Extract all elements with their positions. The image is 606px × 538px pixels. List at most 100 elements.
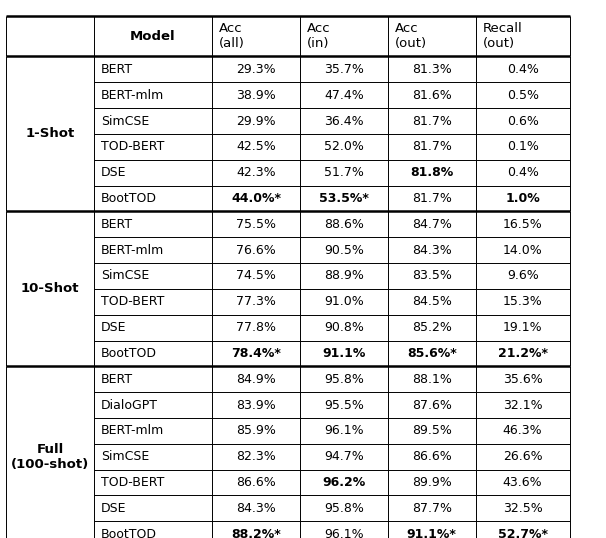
Text: Acc
(all): Acc (all) (219, 22, 245, 51)
Text: 89.5%: 89.5% (412, 424, 451, 437)
Text: 96.2%: 96.2% (322, 476, 365, 489)
Text: 16.5%: 16.5% (503, 218, 542, 231)
Text: 96.1%: 96.1% (324, 528, 364, 538)
Text: Model: Model (130, 30, 176, 43)
Text: Acc
(in): Acc (in) (307, 22, 331, 51)
Text: SimCSE: SimCSE (101, 270, 150, 282)
Text: 83.9%: 83.9% (236, 399, 276, 412)
Text: 81.7%: 81.7% (412, 192, 451, 205)
Text: TOD-BERT: TOD-BERT (101, 476, 165, 489)
Text: 88.1%: 88.1% (412, 373, 451, 386)
Text: 52.7%*: 52.7%* (498, 528, 548, 538)
Text: 15.3%: 15.3% (503, 295, 542, 308)
Text: 84.9%: 84.9% (236, 373, 276, 386)
Text: 26.6%: 26.6% (503, 450, 542, 463)
Text: 47.4%: 47.4% (324, 89, 364, 102)
Text: 85.9%: 85.9% (236, 424, 276, 437)
Text: 84.7%: 84.7% (412, 218, 451, 231)
Text: 77.3%: 77.3% (236, 295, 276, 308)
Text: 21.2%*: 21.2%* (498, 347, 548, 360)
Text: 0.6%: 0.6% (507, 115, 539, 128)
Text: 10-Shot: 10-Shot (21, 282, 79, 295)
Text: 96.1%: 96.1% (324, 424, 364, 437)
Text: 81.8%: 81.8% (410, 166, 453, 179)
Text: BERT-mlm: BERT-mlm (101, 89, 164, 102)
Text: DSE: DSE (101, 321, 127, 334)
Text: 90.5%: 90.5% (324, 244, 364, 257)
Text: 46.3%: 46.3% (503, 424, 542, 437)
Text: 51.7%: 51.7% (324, 166, 364, 179)
Text: 82.3%: 82.3% (236, 450, 276, 463)
Text: SimCSE: SimCSE (101, 115, 150, 128)
Text: BERT-mlm: BERT-mlm (101, 244, 164, 257)
Text: 88.6%: 88.6% (324, 218, 364, 231)
Text: 91.0%: 91.0% (324, 295, 364, 308)
Text: 1-Shot: 1-Shot (25, 128, 75, 140)
Text: 91.1%*: 91.1%* (407, 528, 457, 538)
Text: DSE: DSE (101, 502, 127, 515)
Text: 86.6%: 86.6% (412, 450, 451, 463)
Text: 1.0%: 1.0% (505, 192, 540, 205)
Text: 81.3%: 81.3% (412, 63, 451, 76)
Text: 76.6%: 76.6% (236, 244, 276, 257)
Text: TOD-BERT: TOD-BERT (101, 295, 165, 308)
Text: 35.7%: 35.7% (324, 63, 364, 76)
Text: 86.6%: 86.6% (236, 476, 276, 489)
Text: 29.9%: 29.9% (236, 115, 276, 128)
Text: 42.5%: 42.5% (236, 140, 276, 153)
Text: 32.5%: 32.5% (503, 502, 542, 515)
Text: DialoGPT: DialoGPT (101, 399, 158, 412)
Text: 87.7%: 87.7% (411, 502, 452, 515)
Text: 95.5%: 95.5% (324, 399, 364, 412)
Text: 38.9%: 38.9% (236, 89, 276, 102)
Text: BootTOD: BootTOD (101, 192, 157, 205)
Text: BootTOD: BootTOD (101, 528, 157, 538)
Text: 14.0%: 14.0% (503, 244, 542, 257)
Text: 0.1%: 0.1% (507, 140, 539, 153)
Text: BootTOD: BootTOD (101, 347, 157, 360)
Text: 43.6%: 43.6% (503, 476, 542, 489)
Text: Recall
(out): Recall (out) (483, 22, 523, 51)
Text: 52.0%: 52.0% (324, 140, 364, 153)
Text: BERT: BERT (101, 218, 133, 231)
Text: 95.8%: 95.8% (324, 373, 364, 386)
Text: Acc
(out): Acc (out) (395, 22, 427, 51)
Text: 84.5%: 84.5% (412, 295, 451, 308)
Text: 29.3%: 29.3% (236, 63, 276, 76)
Text: 85.6%*: 85.6%* (407, 347, 457, 360)
Text: 88.2%*: 88.2%* (231, 528, 281, 538)
Text: DSE: DSE (101, 166, 127, 179)
Text: 94.7%: 94.7% (324, 450, 364, 463)
Text: 0.4%: 0.4% (507, 63, 539, 76)
Text: 32.1%: 32.1% (503, 399, 542, 412)
Text: 90.8%: 90.8% (324, 321, 364, 334)
Text: 36.4%: 36.4% (324, 115, 364, 128)
Text: 88.9%: 88.9% (324, 270, 364, 282)
Text: 81.7%: 81.7% (412, 115, 451, 128)
Text: BERT-mlm: BERT-mlm (101, 424, 164, 437)
Text: 74.5%: 74.5% (236, 270, 276, 282)
Text: 84.3%: 84.3% (236, 502, 276, 515)
Text: 81.6%: 81.6% (412, 89, 451, 102)
Text: 53.5%*: 53.5%* (319, 192, 369, 205)
Text: 44.0%*: 44.0%* (231, 192, 281, 205)
Text: 0.4%: 0.4% (507, 166, 539, 179)
Text: 75.5%: 75.5% (236, 218, 276, 231)
Text: TOD-BERT: TOD-BERT (101, 140, 165, 153)
Text: 83.5%: 83.5% (412, 270, 451, 282)
Text: BERT: BERT (101, 373, 133, 386)
Text: 84.3%: 84.3% (412, 244, 451, 257)
Text: 85.2%: 85.2% (412, 321, 451, 334)
Text: 91.1%: 91.1% (322, 347, 365, 360)
Text: 95.8%: 95.8% (324, 502, 364, 515)
Text: 9.6%: 9.6% (507, 270, 539, 282)
Text: 42.3%: 42.3% (236, 166, 276, 179)
Text: 77.8%: 77.8% (236, 321, 276, 334)
Text: 89.9%: 89.9% (412, 476, 451, 489)
Text: 78.4%*: 78.4%* (231, 347, 281, 360)
Text: SimCSE: SimCSE (101, 450, 150, 463)
Text: 87.6%: 87.6% (412, 399, 451, 412)
Text: 19.1%: 19.1% (503, 321, 542, 334)
Text: 0.5%: 0.5% (507, 89, 539, 102)
Text: BERT: BERT (101, 63, 133, 76)
